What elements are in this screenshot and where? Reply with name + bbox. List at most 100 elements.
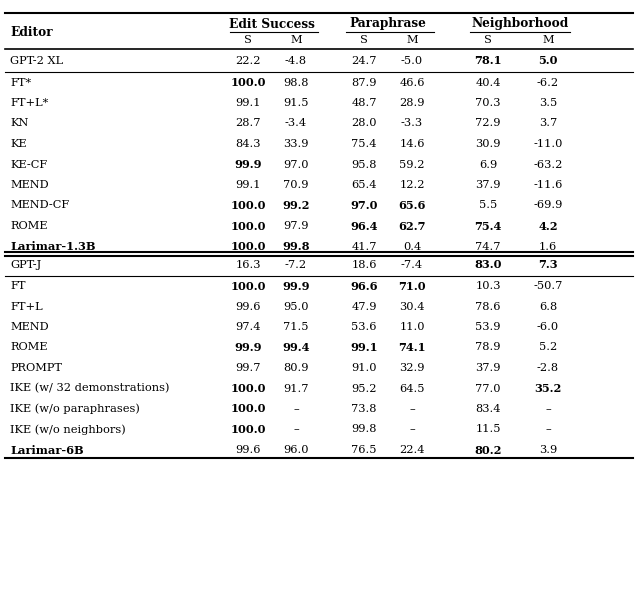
Text: IKE (w/o paraphrases): IKE (w/o paraphrases) [10, 403, 140, 414]
Text: 71.0: 71.0 [398, 280, 426, 292]
Text: 35.2: 35.2 [534, 383, 562, 394]
Text: 0.4: 0.4 [403, 241, 421, 252]
Text: 70.3: 70.3 [476, 98, 500, 108]
Text: 70.9: 70.9 [284, 180, 308, 190]
Text: 74.1: 74.1 [398, 342, 426, 353]
Text: -4.8: -4.8 [285, 56, 307, 66]
Text: 99.9: 99.9 [234, 342, 262, 353]
Text: 95.0: 95.0 [284, 302, 308, 312]
Text: 11.0: 11.0 [399, 322, 425, 332]
Text: 100.0: 100.0 [230, 383, 266, 394]
Text: 28.0: 28.0 [351, 118, 377, 128]
Text: -69.9: -69.9 [533, 200, 563, 210]
Text: 41.7: 41.7 [351, 241, 377, 252]
Text: 100.0: 100.0 [230, 220, 266, 231]
Text: 28.7: 28.7 [236, 118, 260, 128]
Text: 97.0: 97.0 [350, 200, 378, 211]
Text: 80.2: 80.2 [474, 445, 502, 455]
Text: 40.4: 40.4 [476, 78, 500, 88]
Text: 3.7: 3.7 [539, 118, 557, 128]
Text: –: – [293, 404, 299, 414]
Text: 100.0: 100.0 [230, 424, 266, 435]
Text: KE: KE [10, 139, 27, 149]
Text: 12.2: 12.2 [399, 180, 425, 190]
Text: 22.4: 22.4 [399, 445, 425, 455]
Text: 99.6: 99.6 [236, 302, 260, 312]
Text: 96.0: 96.0 [284, 445, 308, 455]
Text: -50.7: -50.7 [533, 281, 563, 291]
Text: 78.6: 78.6 [476, 302, 500, 312]
Text: 46.6: 46.6 [399, 78, 425, 88]
Text: 7.3: 7.3 [538, 259, 558, 270]
Text: 30.4: 30.4 [399, 302, 425, 312]
Text: IKE (w/ 32 demonstrations): IKE (w/ 32 demonstrations) [10, 383, 170, 393]
Text: 100.0: 100.0 [230, 280, 266, 292]
Text: 5.0: 5.0 [538, 55, 557, 67]
Text: 30.9: 30.9 [476, 139, 500, 149]
Text: 83.4: 83.4 [476, 404, 500, 414]
Text: 59.2: 59.2 [399, 160, 425, 170]
Text: ROME: ROME [10, 221, 47, 231]
Text: 99.1: 99.1 [236, 98, 260, 108]
Text: S: S [484, 35, 492, 45]
Text: 32.9: 32.9 [399, 363, 425, 373]
Text: 37.9: 37.9 [476, 180, 500, 190]
Text: Larimar-1.3B: Larimar-1.3B [10, 241, 95, 252]
Text: MEND: MEND [10, 180, 49, 190]
Text: 78.1: 78.1 [474, 55, 502, 67]
Text: 99.1: 99.1 [350, 342, 378, 353]
Text: 95.8: 95.8 [351, 160, 377, 170]
Text: 5.5: 5.5 [479, 200, 497, 210]
Text: 97.9: 97.9 [284, 221, 308, 231]
Text: 6.8: 6.8 [539, 302, 557, 312]
Text: -5.0: -5.0 [401, 56, 423, 66]
Text: 3.5: 3.5 [539, 98, 557, 108]
Text: –: – [545, 404, 551, 414]
Text: FT*: FT* [10, 78, 31, 88]
Text: –: – [545, 425, 551, 435]
Text: MEND: MEND [10, 322, 49, 332]
Text: 65.4: 65.4 [351, 180, 377, 190]
Text: 97.4: 97.4 [236, 322, 260, 332]
Text: PROMPT: PROMPT [10, 363, 62, 373]
Text: MEND-CF: MEND-CF [10, 200, 69, 210]
Text: 91.5: 91.5 [284, 98, 308, 108]
Text: Larimar-6B: Larimar-6B [10, 445, 84, 455]
Text: 64.5: 64.5 [399, 383, 425, 393]
Text: 10.3: 10.3 [476, 281, 500, 291]
Text: -11.0: -11.0 [533, 139, 563, 149]
Text: 47.9: 47.9 [351, 302, 377, 312]
Text: 100.0: 100.0 [230, 77, 266, 88]
Text: M: M [542, 35, 554, 45]
Text: 33.9: 33.9 [284, 139, 308, 149]
Text: 98.8: 98.8 [284, 78, 308, 88]
Text: FT+L*: FT+L* [10, 98, 48, 108]
Text: KN: KN [10, 118, 28, 128]
Text: -6.0: -6.0 [537, 322, 559, 332]
Text: IKE (w/o neighbors): IKE (w/o neighbors) [10, 424, 125, 435]
Text: 65.6: 65.6 [398, 200, 426, 211]
Text: 14.6: 14.6 [399, 139, 425, 149]
Text: 28.9: 28.9 [399, 98, 425, 108]
Text: FT+L: FT+L [10, 302, 43, 312]
Text: Edit Success: Edit Success [229, 18, 315, 31]
Text: 53.6: 53.6 [351, 322, 377, 332]
Text: 87.9: 87.9 [351, 78, 377, 88]
Text: 100.0: 100.0 [230, 403, 266, 415]
Text: 99.1: 99.1 [236, 180, 260, 190]
Text: 11.5: 11.5 [476, 425, 500, 435]
Text: M: M [290, 35, 302, 45]
Text: 78.9: 78.9 [476, 342, 500, 352]
Text: 77.0: 77.0 [476, 383, 500, 393]
Text: 37.9: 37.9 [476, 363, 500, 373]
Text: -2.8: -2.8 [537, 363, 559, 373]
Text: 96.4: 96.4 [350, 220, 378, 231]
Text: 5.2: 5.2 [539, 342, 557, 352]
Text: 72.9: 72.9 [476, 118, 500, 128]
Text: -7.4: -7.4 [401, 260, 423, 270]
Text: GPT-J: GPT-J [10, 260, 41, 270]
Text: 99.6: 99.6 [236, 445, 260, 455]
Text: -7.2: -7.2 [285, 260, 307, 270]
Text: Neighborhood: Neighborhood [472, 18, 568, 31]
Text: M: M [406, 35, 418, 45]
